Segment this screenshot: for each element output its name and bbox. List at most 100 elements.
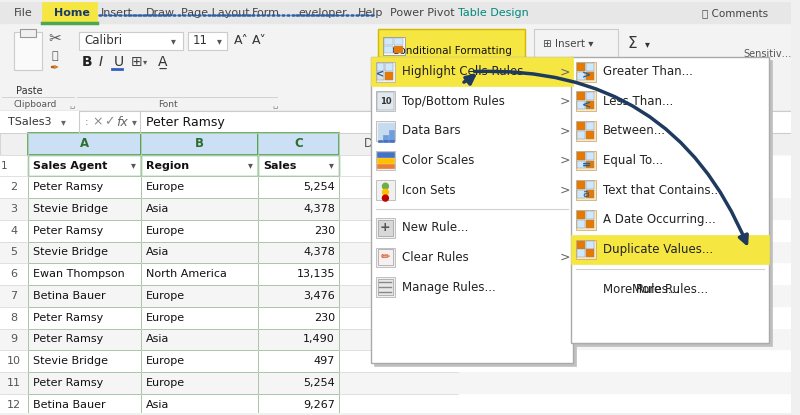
Text: >: >	[560, 95, 570, 108]
Text: ▾: ▾	[143, 57, 147, 66]
Text: Peter Ramsy: Peter Ramsy	[33, 334, 103, 344]
Text: 497: 497	[314, 356, 335, 366]
Bar	[14, 32, 42, 70]
Bar	[577, 122, 585, 130]
Text: Duplicate Values...: Duplicate Values...	[603, 243, 713, 256]
Text: A˄: A˄	[234, 34, 249, 47]
Bar	[577, 241, 585, 249]
Bar	[0, 394, 790, 415]
Text: a: a	[582, 189, 590, 199]
Bar	[142, 307, 258, 329]
Bar	[142, 394, 258, 415]
Text: Region: Region	[146, 161, 190, 171]
Text: 5,254: 5,254	[303, 378, 335, 388]
Bar	[577, 101, 585, 109]
Bar	[370, 57, 573, 86]
Bar	[577, 151, 585, 160]
Bar	[258, 394, 339, 415]
Bar	[586, 131, 594, 139]
Text: ⊞: ⊞	[130, 55, 142, 69]
Text: 4: 4	[10, 226, 18, 236]
Text: Page Layout: Page Layout	[181, 8, 250, 18]
Bar	[385, 46, 394, 53]
Text: Table Design: Table Design	[458, 8, 528, 18]
Bar	[258, 264, 339, 285]
Bar	[0, 155, 790, 176]
Bar	[142, 176, 258, 198]
Text: More Rules...: More Rules...	[603, 283, 679, 295]
Text: A: A	[80, 137, 89, 150]
Bar	[586, 220, 594, 228]
Text: TSales3: TSales3	[8, 117, 51, 127]
Text: >: >	[560, 124, 570, 137]
Text: 5,254: 5,254	[303, 182, 335, 192]
Text: Insert: Insert	[101, 8, 133, 18]
Text: Europe: Europe	[146, 312, 186, 323]
Bar	[586, 181, 594, 189]
Bar	[378, 123, 382, 139]
Text: B: B	[195, 137, 204, 150]
Text: D: D	[364, 137, 373, 150]
Text: Asia: Asia	[146, 400, 170, 410]
Bar	[377, 72, 385, 80]
Bar	[370, 57, 573, 363]
Bar	[142, 264, 258, 285]
Bar	[386, 72, 394, 80]
Bar	[42, 2, 97, 24]
Text: +: +	[380, 221, 390, 234]
Text: Betina Bauer: Betina Bauer	[33, 400, 106, 410]
Text: ▾: ▾	[247, 161, 253, 171]
Bar	[586, 122, 594, 130]
Bar	[142, 329, 258, 350]
Bar	[28, 220, 142, 242]
Bar	[577, 249, 585, 257]
Bar	[586, 151, 594, 160]
Text: 6: 6	[10, 269, 18, 279]
Text: 9: 9	[10, 334, 18, 344]
Bar	[258, 242, 339, 264]
Bar	[586, 101, 594, 109]
Bar	[574, 60, 772, 347]
Text: 2: 2	[10, 182, 18, 192]
Text: 11: 11	[193, 34, 208, 47]
Bar	[0, 24, 790, 111]
Bar	[0, 176, 790, 198]
Bar	[375, 151, 395, 171]
Text: ▾: ▾	[329, 161, 334, 171]
Bar	[576, 91, 596, 111]
Text: Europe: Europe	[146, 378, 186, 388]
Text: 4,378: 4,378	[303, 204, 335, 214]
Bar	[576, 62, 596, 81]
Text: 3: 3	[10, 204, 18, 214]
Bar	[383, 37, 405, 55]
Text: Between...: Between...	[603, 124, 666, 137]
Bar	[586, 63, 594, 71]
Bar	[394, 46, 403, 53]
Bar	[377, 158, 394, 163]
Text: ␣: ␣	[70, 100, 75, 109]
Bar	[258, 176, 339, 198]
Text: Equal To...: Equal To...	[603, 154, 663, 167]
Bar	[28, 198, 142, 220]
Text: ⊞ Insert ▾: ⊞ Insert ▾	[543, 39, 594, 49]
Text: 1: 1	[1, 161, 7, 171]
Bar	[258, 198, 339, 220]
Bar	[586, 211, 594, 219]
Text: Peter Ramsy: Peter Ramsy	[33, 378, 103, 388]
Bar	[0, 242, 790, 264]
Text: ×: ×	[93, 115, 103, 129]
Bar	[375, 218, 395, 238]
Text: Home: Home	[54, 8, 90, 18]
Bar	[188, 32, 227, 50]
Text: A̲: A̲	[158, 55, 168, 69]
Bar	[258, 220, 339, 242]
Bar	[0, 198, 790, 220]
Text: A Date Occurring...: A Date Occurring...	[603, 213, 715, 226]
Text: 230: 230	[314, 312, 335, 323]
Text: Font: Font	[158, 100, 178, 109]
Bar	[375, 181, 395, 200]
Bar	[258, 133, 339, 155]
Bar	[577, 93, 585, 100]
Bar	[28, 264, 142, 285]
Text: ▾: ▾	[645, 39, 650, 49]
